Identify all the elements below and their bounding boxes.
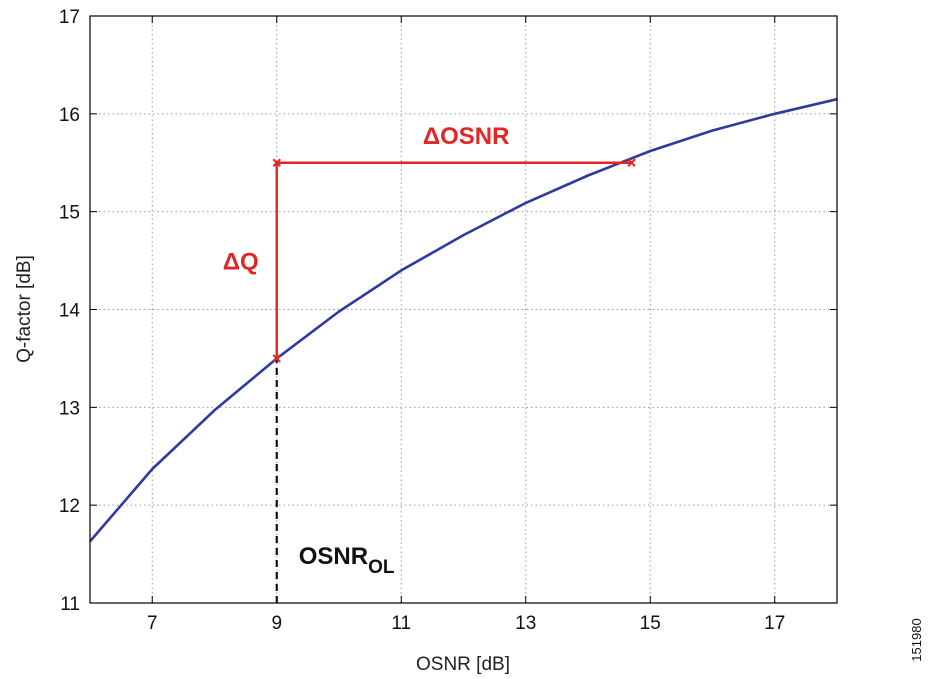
x-axis-label: OSNR [dB] (416, 654, 510, 675)
x-tick-label: 13 (515, 613, 536, 634)
x-tick-label: 11 (391, 613, 411, 634)
x-tick-label: 7 (147, 613, 158, 634)
delta-osnr-label: ΔOSNR (423, 123, 510, 150)
y-tick-label: 14 (59, 301, 81, 322)
y-tick-label: 11 (60, 594, 80, 615)
y-axis-label: Q-factor [dB] (14, 255, 35, 363)
marker-stroke (272, 354, 281, 363)
osnr-ol-main: OSNR (299, 543, 368, 570)
figure-id: 151980 (909, 618, 924, 661)
marker-q-start (272, 354, 281, 363)
marker-stroke (272, 158, 281, 167)
axis-ticks: 7 9 11 13 15 17 11 12 13 14 15 16 17 (59, 7, 837, 634)
marker-osnr-end (627, 158, 636, 167)
q-factor-curve (89, 97, 838, 543)
x-tick-label: 9 (271, 613, 282, 634)
y-tick-label: 15 (59, 203, 80, 224)
y-tick-label: 16 (59, 105, 80, 126)
osnr-ol-subscript: OL (368, 557, 395, 578)
y-tick-label: 17 (59, 7, 80, 28)
marker-stroke (627, 158, 636, 167)
plot-frame (89, 15, 838, 604)
x-tick-label: 17 (764, 613, 785, 634)
y-tick-label: 13 (59, 398, 80, 419)
osnr-ol-label: OSNROL (299, 543, 395, 578)
annotations-layer: ΔQ ΔOSNR OSNROL (223, 123, 636, 603)
series-layer (89, 97, 838, 543)
marker-q-end (272, 158, 281, 167)
y-tick-label: 12 (59, 496, 80, 517)
delta-q-label: ΔQ (223, 249, 259, 276)
x-tick-label: 15 (640, 613, 661, 634)
